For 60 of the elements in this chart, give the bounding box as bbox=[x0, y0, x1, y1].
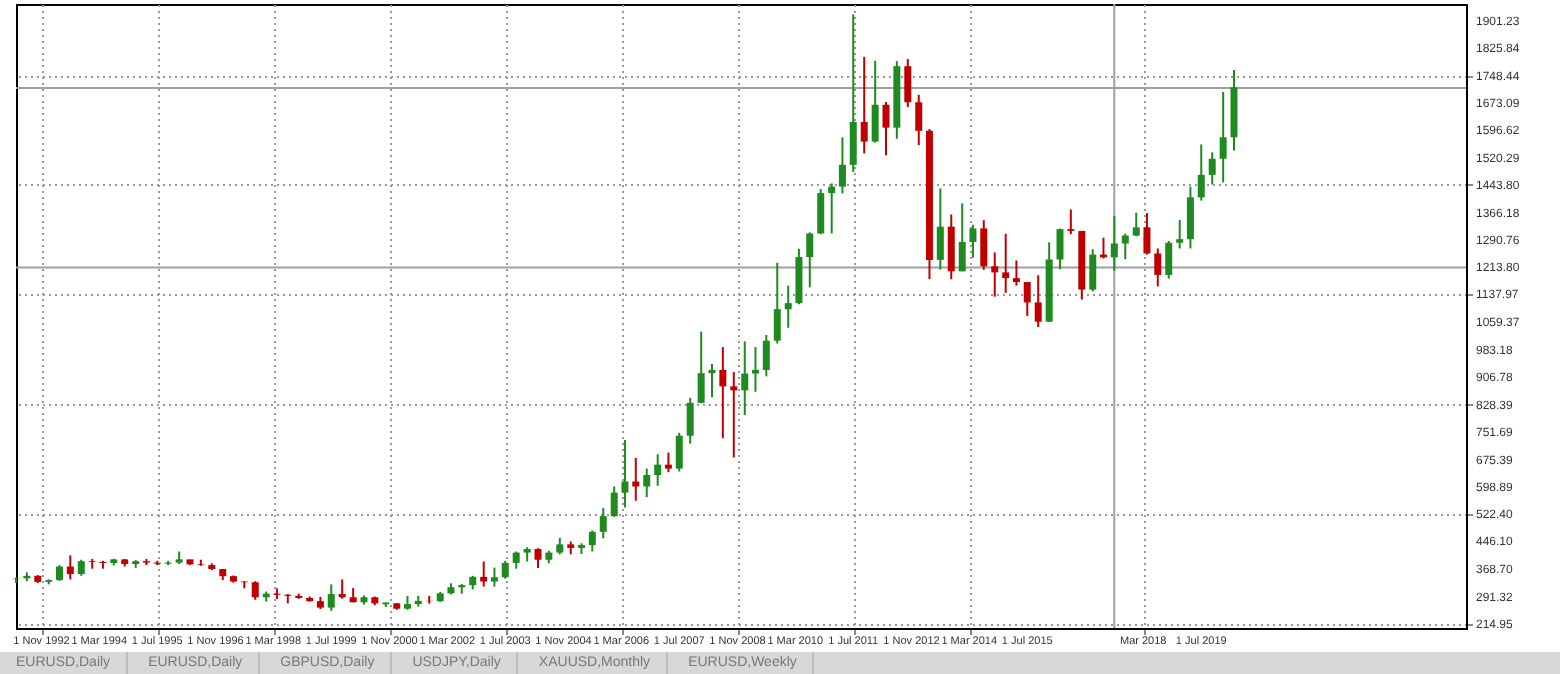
candlestick bbox=[762, 333, 770, 378]
candlestick bbox=[1186, 185, 1194, 250]
candlestick bbox=[991, 251, 999, 298]
candlestick bbox=[806, 231, 814, 289]
candlestick bbox=[1154, 247, 1162, 288]
candlestick bbox=[828, 182, 836, 235]
candlestick bbox=[871, 59, 879, 144]
candlestick bbox=[1089, 248, 1097, 293]
candlestick bbox=[251, 580, 259, 601]
candlestick bbox=[664, 451, 672, 474]
candlestick bbox=[980, 219, 988, 271]
candlestick bbox=[599, 506, 607, 540]
candlestick bbox=[697, 330, 705, 405]
candlestick bbox=[915, 93, 923, 147]
candlestick bbox=[338, 578, 346, 600]
candlestick bbox=[817, 188, 825, 236]
candlestick bbox=[958, 202, 966, 273]
candlestick bbox=[643, 467, 651, 499]
candlestick bbox=[654, 453, 662, 487]
candlestick bbox=[784, 284, 792, 329]
candlestick bbox=[1208, 151, 1216, 186]
candlestick bbox=[1110, 214, 1118, 272]
candlestick bbox=[1056, 227, 1064, 271]
candlestick bbox=[327, 583, 335, 612]
candlestick bbox=[838, 136, 846, 195]
candlestick bbox=[882, 100, 890, 157]
candlestick bbox=[1176, 218, 1184, 250]
candlestick bbox=[1023, 281, 1031, 317]
candlestick bbox=[66, 554, 74, 581]
candlestick bbox=[490, 566, 498, 588]
candlestick bbox=[719, 346, 727, 440]
candlestick bbox=[621, 439, 629, 509]
candlestick bbox=[1197, 143, 1205, 202]
candlestick bbox=[741, 340, 749, 416]
candlestick bbox=[1012, 259, 1020, 287]
candlestick bbox=[730, 371, 738, 459]
candlestick bbox=[904, 58, 912, 108]
candlestick bbox=[480, 560, 488, 588]
candlestick bbox=[860, 55, 868, 155]
candlestick bbox=[708, 362, 716, 399]
candlestick bbox=[1034, 274, 1042, 329]
candlestick bbox=[1165, 239, 1173, 280]
candlestick bbox=[751, 346, 759, 393]
candlestick bbox=[588, 529, 596, 553]
candlestick bbox=[1219, 90, 1227, 184]
candlestick bbox=[773, 261, 781, 345]
candlestick bbox=[795, 247, 803, 306]
candlestick bbox=[88, 558, 96, 570]
candlestick bbox=[1067, 208, 1075, 236]
candlestick bbox=[610, 485, 618, 518]
candlestick bbox=[534, 547, 542, 569]
candlestick bbox=[969, 223, 977, 259]
candlestick bbox=[849, 13, 857, 173]
candlestick bbox=[632, 456, 640, 502]
candlestick bbox=[1143, 212, 1151, 256]
candlestick bbox=[947, 213, 955, 281]
candlestick bbox=[936, 187, 944, 271]
candlestick bbox=[1002, 232, 1010, 294]
candlestick bbox=[675, 431, 683, 473]
candlestick bbox=[686, 396, 694, 445]
